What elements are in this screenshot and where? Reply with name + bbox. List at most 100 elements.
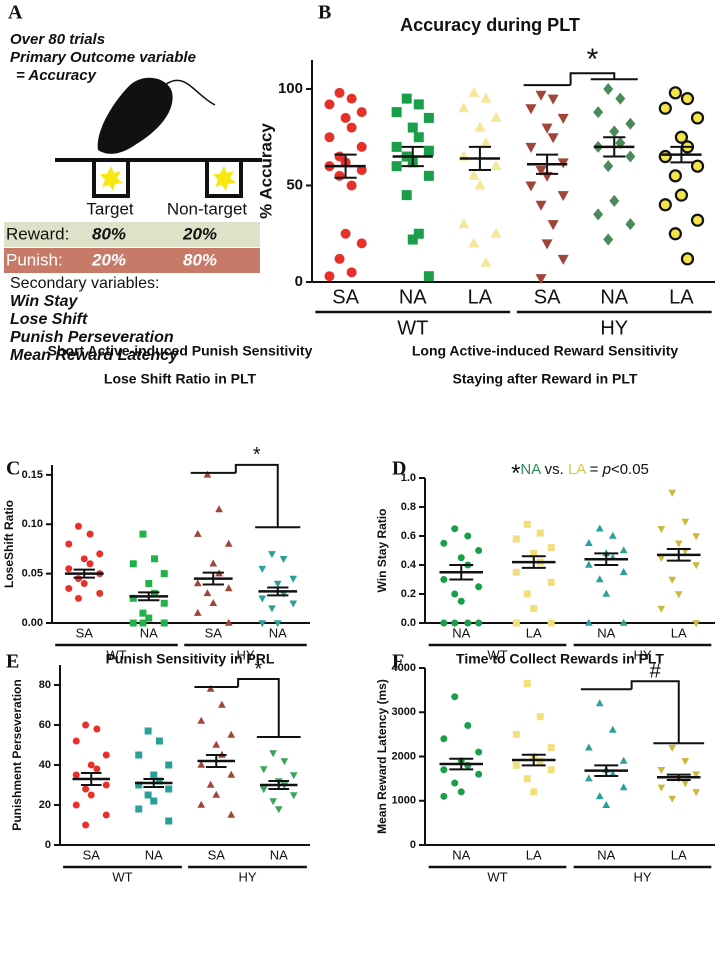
point: [440, 766, 448, 774]
point: [535, 274, 547, 285]
point: [595, 792, 604, 800]
significance-label: #: [650, 661, 662, 683]
point: [595, 699, 604, 707]
reward-row: [4, 222, 260, 247]
chart-heading: Long Active-induced Reward Sensitivity: [412, 343, 679, 359]
point: [525, 181, 537, 192]
annotation-part: *: [511, 460, 520, 487]
point: [536, 529, 544, 537]
point: [585, 743, 593, 751]
point: [102, 751, 110, 759]
row-label: Punish:: [6, 250, 63, 269]
point: [413, 99, 424, 110]
point: [541, 123, 553, 134]
point: [165, 785, 173, 793]
point: [474, 121, 486, 132]
point: [413, 228, 424, 239]
y-axis-label: Punishment Perseveration: [10, 679, 24, 830]
annotation-part: =: [585, 461, 602, 478]
a-line: = Accuracy: [16, 67, 97, 84]
x-tick-label: SA: [534, 286, 561, 308]
sem-bar: [666, 773, 691, 781]
point: [289, 600, 298, 608]
point: [135, 781, 143, 789]
point: [82, 721, 90, 729]
point: [212, 740, 221, 748]
row-value: 80%: [183, 250, 217, 269]
point: [692, 562, 700, 570]
y-tick-label: 0.05: [22, 568, 43, 580]
sem-bar: [594, 552, 619, 566]
point: [585, 539, 593, 547]
point: [193, 529, 202, 537]
group-label: HY: [238, 869, 256, 884]
point: [165, 761, 173, 769]
y-tick-label: 1000: [392, 795, 416, 807]
point: [391, 107, 402, 118]
point: [145, 614, 153, 622]
nontarget-label: Non-target: [167, 199, 248, 218]
point: [547, 220, 559, 231]
sem-bar: [449, 757, 474, 771]
point: [129, 619, 137, 627]
sem-bar: [334, 153, 357, 179]
point: [160, 570, 168, 578]
x-tick-label: SA: [83, 847, 101, 862]
point: [139, 530, 147, 538]
point: [523, 520, 531, 528]
point: [139, 609, 147, 617]
point: [224, 618, 233, 626]
target-label: Target: [86, 199, 134, 218]
sem-bar: [670, 145, 693, 164]
annotation: *NA vs. LA = p<0.05: [511, 460, 649, 487]
x-tick-label: NA: [452, 625, 470, 640]
group-label: WT: [397, 317, 428, 339]
point: [458, 218, 470, 229]
point: [547, 133, 559, 144]
panel-letter: E: [6, 651, 19, 673]
point: [209, 599, 218, 607]
point: [80, 580, 88, 587]
group-label: HY: [633, 647, 651, 662]
a-line: Over 80 trials: [10, 31, 105, 48]
sem-bar: [267, 586, 289, 597]
point: [72, 801, 80, 809]
x-tick-label: LA: [468, 286, 493, 308]
y-tick-label: 0.0: [401, 617, 416, 629]
point: [346, 93, 357, 104]
point: [218, 700, 226, 708]
secondary-item: Lose Shift: [10, 311, 88, 328]
point: [151, 555, 159, 563]
point: [530, 549, 538, 557]
point: [206, 780, 215, 788]
y-tick-label: 0.8: [401, 501, 416, 513]
point: [464, 532, 472, 540]
point: [80, 555, 88, 563]
punish-row: [4, 248, 260, 273]
point: [150, 771, 158, 779]
point: [547, 544, 555, 552]
group-label: HY: [633, 869, 651, 884]
group-label: HY: [236, 647, 254, 662]
point: [657, 554, 666, 562]
significance-bracket: [523, 72, 638, 87]
point: [440, 619, 448, 627]
x-tick-label: SA: [205, 625, 223, 640]
point: [475, 748, 483, 756]
sem-bar: [80, 772, 102, 786]
point: [557, 254, 569, 265]
x-tick-label: LA: [671, 847, 687, 862]
row-value: 80%: [92, 224, 126, 243]
point: [468, 86, 480, 97]
point: [625, 150, 636, 163]
point: [619, 546, 628, 554]
y-axis-label: % Accuracy: [256, 123, 275, 219]
point: [475, 770, 483, 778]
y-tick-label: 0.4: [401, 559, 417, 571]
point: [206, 684, 215, 692]
chart-title: Punish Sensitivity in PRL: [106, 651, 275, 667]
point: [525, 104, 537, 115]
point: [209, 559, 218, 567]
x-tick-label: NA: [452, 847, 470, 862]
point: [227, 770, 236, 778]
